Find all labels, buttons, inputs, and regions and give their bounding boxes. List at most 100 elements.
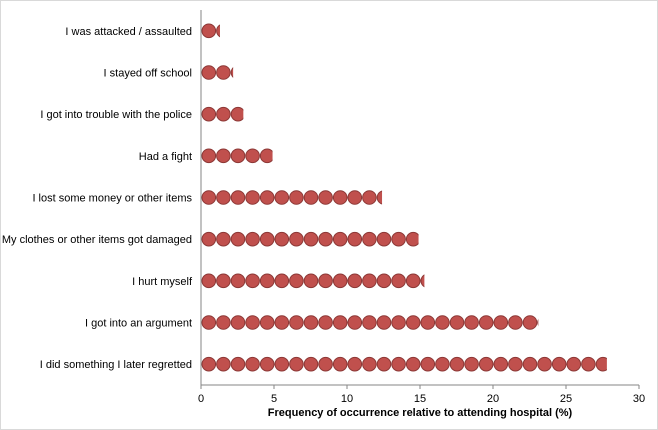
bar-marker (420, 274, 425, 288)
bar-marker (216, 190, 231, 205)
bar-marker (405, 315, 421, 330)
x-tick-label: 30 (633, 393, 645, 405)
bar-marker (230, 106, 244, 122)
bar-marker (493, 356, 509, 372)
bar-marker (405, 273, 421, 289)
bar-marker (259, 356, 275, 372)
bar (201, 106, 244, 122)
bar-marker (201, 190, 217, 205)
bar-marker (376, 315, 392, 330)
bar-marker (537, 318, 539, 327)
category-label: I stayed off school (104, 68, 192, 80)
bar-marker (508, 356, 523, 372)
bar-marker (581, 356, 596, 372)
bar-marker (245, 315, 260, 330)
bar-marker (245, 231, 260, 247)
x-tick-label: 0 (198, 393, 204, 405)
category-labels: I was attacked / assaulted I stayed off s… (2, 26, 193, 371)
bars-layer (201, 23, 607, 372)
bar-marker (449, 315, 465, 330)
bar-marker (318, 315, 333, 330)
bar-marker (201, 231, 217, 247)
category-label: I got into trouble with the police (40, 109, 192, 121)
bar-marker (230, 231, 246, 247)
bar-marker (376, 190, 383, 205)
bar (201, 315, 539, 330)
bar (201, 273, 425, 289)
x-tick-label: 5 (271, 393, 277, 405)
x-tick-label: 10 (341, 393, 353, 405)
bar-marker (303, 356, 319, 372)
bar-marker (201, 315, 217, 330)
bar-marker (289, 273, 304, 289)
bar-marker (362, 315, 377, 330)
bar-marker (303, 273, 319, 289)
bar-marker (201, 356, 217, 372)
bar-marker (537, 356, 552, 372)
bar-marker (493, 315, 509, 330)
bar-marker (201, 273, 217, 289)
bar-marker (259, 315, 275, 330)
bar-marker (362, 356, 377, 372)
bar-marker (347, 273, 363, 289)
bar-marker (522, 356, 538, 372)
bar-marker (216, 231, 231, 247)
bar-marker (420, 315, 436, 330)
bar-marker (391, 231, 406, 247)
bar-marker (464, 315, 479, 330)
bar-marker (245, 356, 260, 372)
bar-marker (303, 190, 319, 205)
bar-marker (216, 24, 220, 38)
category-label: Had a fight (139, 151, 192, 163)
bar-marker (332, 356, 348, 372)
bar-marker (376, 356, 392, 372)
bar-marker (289, 315, 304, 330)
bar (201, 190, 383, 205)
bar-marker (362, 190, 377, 205)
bar-marker (216, 273, 231, 289)
bar-marker (332, 273, 348, 289)
bar-marker (259, 190, 275, 205)
bar-marker (259, 148, 273, 164)
bar-marker (230, 190, 246, 205)
bar-marker (318, 273, 333, 289)
bar-marker (478, 315, 494, 330)
bar (201, 231, 419, 247)
category-label: I did something I later regretted (40, 359, 192, 371)
bar-marker (289, 231, 304, 247)
bar-marker (216, 148, 231, 164)
bar-marker (347, 190, 363, 205)
bar-marker (201, 106, 217, 122)
bar-marker (274, 273, 290, 289)
bar-marker (566, 356, 582, 372)
bar-marker (391, 273, 406, 289)
bar-marker (376, 231, 392, 247)
bar-marker (230, 356, 246, 372)
bar-marker (347, 356, 363, 372)
bar-marker (201, 65, 217, 80)
bar-marker (376, 273, 392, 289)
bar-marker (230, 67, 234, 78)
category-label: I hurt myself (132, 276, 193, 288)
bar-marker (347, 315, 363, 330)
bar-marker (289, 356, 304, 372)
bar-marker (230, 148, 246, 164)
bar-marker (464, 356, 479, 372)
bar-marker (216, 315, 231, 330)
category-label: I got into an argument (85, 318, 192, 330)
bar-marker (595, 356, 607, 372)
bar-marker (449, 356, 465, 372)
category-label: My clothes or other items got damaged (2, 234, 192, 246)
bar-marker (216, 65, 231, 80)
bar-marker (478, 356, 494, 372)
bar-marker (508, 315, 523, 330)
bar-marker (435, 315, 450, 330)
bar-marker (259, 273, 275, 289)
bar-marker (362, 231, 377, 247)
bar-marker (420, 356, 436, 372)
bar-marker (245, 148, 260, 164)
bar-marker (274, 315, 290, 330)
bar-marker (259, 231, 275, 247)
bar-marker (332, 231, 348, 247)
